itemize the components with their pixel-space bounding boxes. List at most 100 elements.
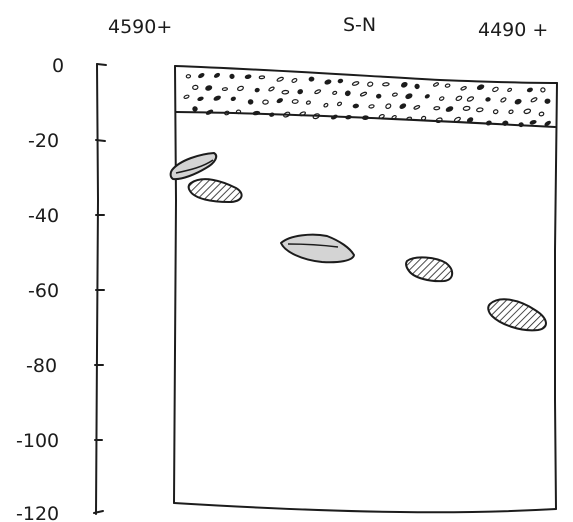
gravel-pebble (400, 81, 408, 88)
gravel-pebble (433, 82, 439, 87)
gravel-pebble (324, 79, 332, 85)
gravel-pebble (485, 120, 492, 126)
gravel-pebble (507, 87, 513, 93)
gravel-pebble (544, 98, 551, 104)
gravel-pebble (359, 91, 368, 97)
gravel-pebble (197, 96, 204, 101)
depth-axis-line (95, 63, 99, 515)
gravel-pebble (399, 103, 407, 109)
gravel-pebble (367, 81, 374, 87)
gravel-pebble (453, 116, 461, 123)
gravel-pebble (305, 100, 311, 105)
gravel-pebble (502, 120, 509, 126)
gravel-pebble (413, 105, 421, 110)
gravel-pebble (345, 115, 352, 120)
gravel-pebble (291, 78, 298, 83)
gravel-pebble (376, 93, 382, 99)
depth-tick-label: -120 (16, 503, 59, 522)
gravel-pebble (485, 97, 491, 102)
gravel-pebble (540, 87, 546, 93)
gravel-pebble (254, 87, 260, 93)
gravel-pebble (462, 105, 471, 111)
gravel-pebble (435, 117, 443, 124)
gravel-pebble (221, 87, 228, 92)
section-left-wall (173, 65, 177, 504)
gravel-pebble (185, 74, 192, 79)
topsoil-gravel-layer (183, 72, 551, 128)
gravel-pebble (230, 96, 236, 102)
gravel-pebble (424, 94, 430, 99)
topsoil-boundary (175, 111, 556, 128)
gravel-pebble (476, 107, 484, 113)
gravel-pebble (500, 97, 507, 103)
depth-tick-label: -80 (26, 355, 57, 377)
stone-finds (169, 152, 547, 332)
section-right-wall (554, 82, 558, 510)
dark-stone (187, 178, 243, 203)
gravel-pebble (544, 120, 551, 127)
dark-stone (404, 256, 454, 283)
depth-axis-tick (93, 510, 104, 514)
gravel-pebble (237, 85, 244, 92)
gravel-pebble (492, 109, 499, 115)
depth-axis-tick (95, 139, 106, 142)
gravel-pebble (308, 76, 315, 82)
gravel-pebble (460, 86, 467, 91)
gravel-pebble (351, 81, 360, 86)
section-top-edge (174, 65, 558, 84)
gravel-pebble (391, 92, 398, 97)
gravel-pebble (514, 98, 522, 105)
depth-tick-label: -20 (28, 130, 59, 152)
gravel-pebble (344, 90, 351, 97)
gravel-pebble (476, 84, 485, 90)
dark-stone (487, 298, 547, 332)
section-bottom-edge (173, 502, 557, 514)
gravel-pebble (291, 99, 299, 104)
gravel-pebble (414, 83, 420, 90)
gravel-pebble (455, 95, 463, 102)
gravel-pebble (368, 104, 375, 109)
gravel-pebble (518, 122, 524, 128)
gravel-pebble (406, 116, 413, 121)
gravel-pebble (438, 96, 445, 101)
depth-tick-label: 0 (52, 55, 64, 77)
gravel-pebble (312, 113, 320, 120)
gravel-pebble (361, 115, 369, 121)
gravel-pebble (391, 114, 397, 120)
gravel-pebble (314, 89, 322, 95)
gravel-pebble (235, 109, 242, 115)
gravel-pebble (192, 106, 198, 112)
gravel-pebble (420, 115, 427, 121)
depth-tick-label: -60 (28, 280, 59, 302)
gravel-pebble (299, 111, 306, 117)
depth-axis-tick (96, 63, 107, 66)
gravel-pebble (205, 109, 214, 115)
gravel-pebble (445, 106, 454, 112)
gravel-pebble (382, 82, 390, 87)
gravel-pebble (444, 83, 451, 88)
section-orientation-label: S-N (343, 14, 376, 36)
right-coordinate-label: 4490 + (478, 19, 548, 41)
gravel-pebble (268, 86, 275, 92)
gravel-pebble (466, 117, 474, 123)
gravel-pebble (323, 102, 329, 108)
gravel-pebble (281, 89, 290, 95)
gravel-pebble (224, 110, 230, 116)
gravel-pebble (247, 99, 254, 105)
gravel-pebble (213, 72, 221, 78)
gravel-pebble (530, 97, 538, 103)
gravel-pebble (336, 101, 343, 107)
gravel-pebble (523, 108, 532, 115)
gravel-pebble (192, 84, 199, 91)
gravel-pebble (198, 73, 205, 79)
gravel-pebble (492, 86, 499, 93)
gravel-pebble (276, 98, 283, 104)
gravel-pebble (205, 85, 213, 91)
gravel-pebble (283, 111, 291, 118)
light-stone (280, 233, 355, 264)
gravel-pebble (258, 75, 266, 80)
gravel-pebble (433, 106, 441, 111)
gravel-pebble (378, 113, 385, 119)
gravel-pebble (332, 90, 338, 95)
gravel-pebble (252, 110, 261, 116)
